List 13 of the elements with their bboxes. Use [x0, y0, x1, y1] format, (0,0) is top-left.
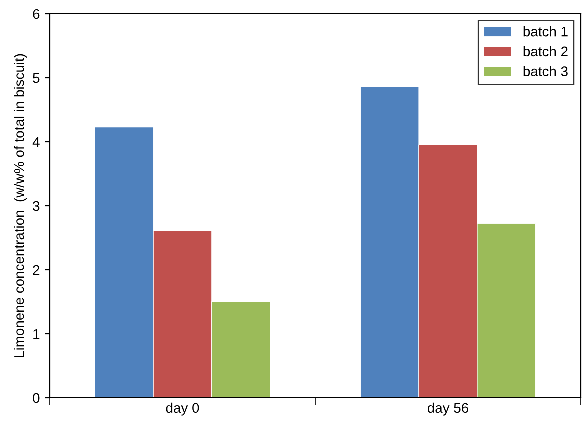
legend-label: batch 2	[524, 46, 568, 57]
legend-label: batch 3	[524, 66, 568, 76]
y-tick-label: 6	[33, 9, 40, 20]
y-tick-label: 0	[33, 393, 40, 404]
x-tick-label: day 0	[166, 402, 200, 416]
y-tick-label: 2	[33, 265, 40, 276]
y-tick-label: 4	[32, 137, 40, 148]
y-tick-label: 5	[33, 73, 40, 84]
x-tick-label: day 56	[428, 402, 468, 416]
y-tick-label: 1	[34, 329, 40, 340]
y-axis-title: Limonene concentration (w/w% of total in biscuit)	[14, 54, 27, 358]
y-tick-label: 3	[33, 201, 40, 212]
legend-label: batch 1	[524, 26, 568, 37]
